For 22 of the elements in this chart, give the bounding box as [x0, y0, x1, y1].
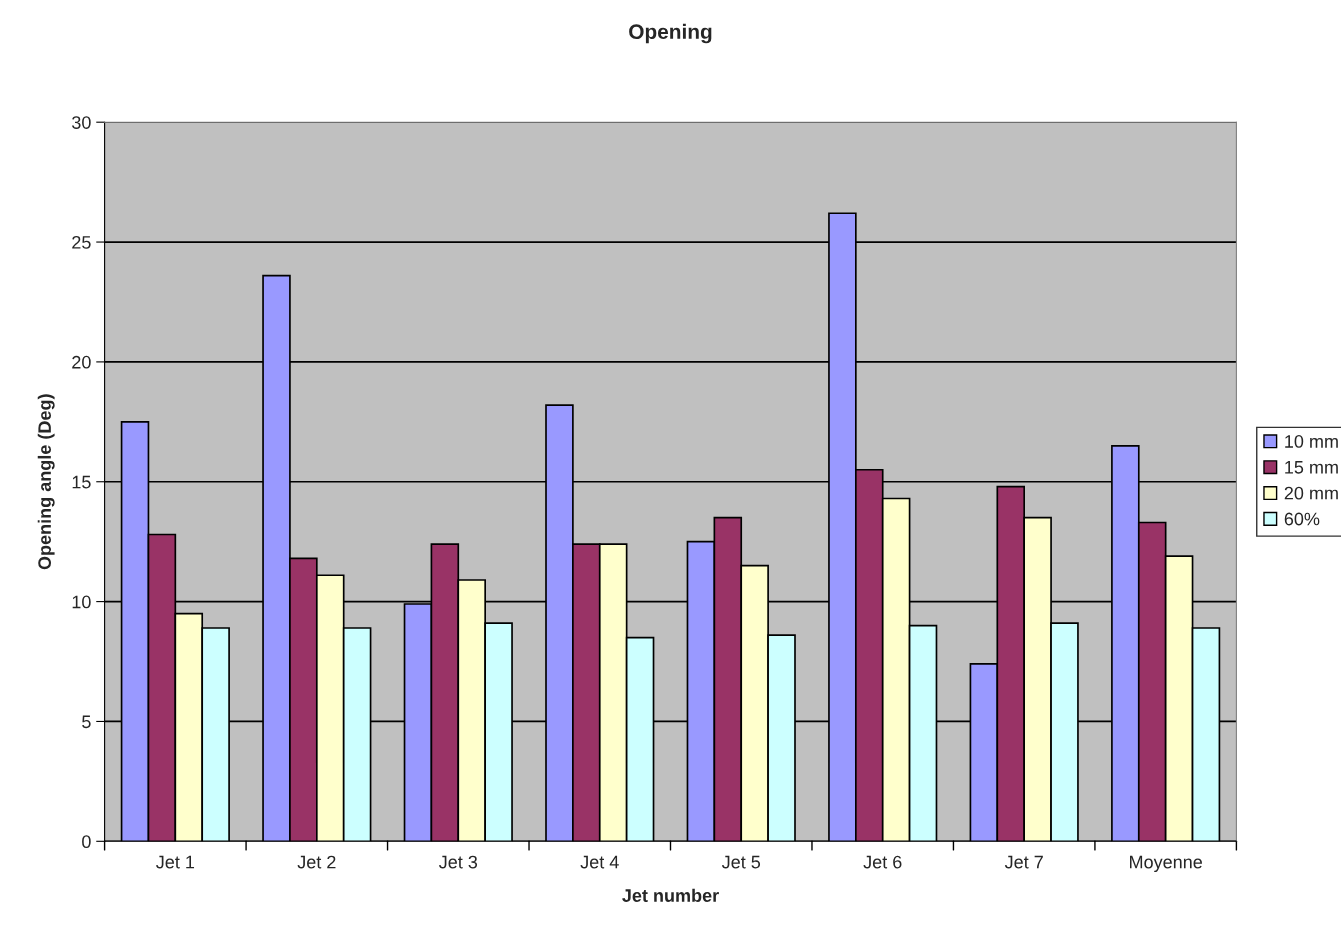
y-axis-title: Opening angle (Deg): [37, 394, 55, 570]
y-tick-label: 20: [72, 355, 91, 369]
y-tick-label: 10: [72, 595, 91, 609]
legend-label: 20 mm: [1284, 486, 1338, 500]
y-tick-label: 0: [82, 835, 91, 849]
x-tick-label: Jet 5: [721, 855, 761, 869]
legend-label: 10 mm: [1285, 435, 1338, 448]
y-tick-label: 30: [72, 116, 91, 129]
y-tick-label: 25: [72, 235, 91, 249]
y-tick-label: 15: [72, 475, 91, 489]
x-tick-label: Jet 7: [1004, 855, 1043, 869]
chart-title: Opening: [629, 23, 712, 44]
x-tick-label: Moyenne: [1130, 855, 1202, 873]
x-tick-label: Jet 4: [580, 855, 619, 869]
x-tick-label: Jet 3: [439, 855, 478, 869]
legend-label: 60%: [1284, 512, 1320, 526]
x-axis-title: Jet number: [622, 888, 719, 902]
x-tick-label: Jet 2: [297, 855, 336, 869]
legend-label: 15 mm: [1285, 461, 1338, 474]
x-tick-label: Jet 1: [156, 855, 195, 869]
y-tick-label: 5: [82, 715, 91, 729]
x-tick-label: Jet 6: [863, 855, 902, 869]
